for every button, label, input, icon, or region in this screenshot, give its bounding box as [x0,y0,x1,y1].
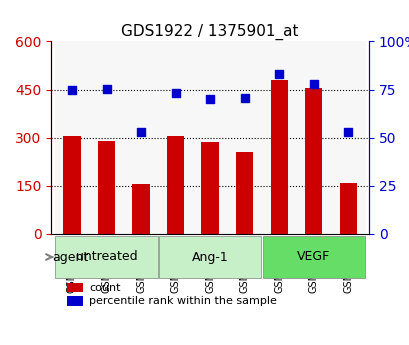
Bar [54,41,89,234]
Bar [67,296,83,306]
Bar [98,141,115,234]
Text: agent: agent [52,250,88,264]
Point [207,96,213,102]
Point [310,81,316,87]
Point [241,96,247,101]
Point [344,129,351,135]
Text: Ang-1: Ang-1 [191,250,228,264]
Point [137,129,144,135]
Bar [158,41,192,234]
Bar [132,184,149,234]
FancyBboxPatch shape [159,236,261,278]
Bar [166,136,184,234]
Bar [270,80,287,234]
Bar [67,283,83,292]
Text: VEGF: VEGF [297,250,330,264]
Title: GDS1922 / 1375901_at: GDS1922 / 1375901_at [121,24,298,40]
Bar [339,183,356,234]
Bar [227,41,261,234]
FancyBboxPatch shape [55,236,157,278]
Text: count: count [89,283,121,293]
Point [275,71,282,77]
Bar [89,41,124,234]
Bar [124,41,158,234]
Text: untreated: untreated [76,250,137,264]
Point [69,87,75,92]
Point [172,91,178,96]
Bar [192,41,227,234]
Bar [63,136,81,234]
Bar [296,41,330,234]
Bar [236,152,253,234]
Bar [330,41,365,234]
Text: percentile rank within the sample: percentile rank within the sample [89,296,276,306]
Bar [201,142,218,234]
Point [103,86,110,91]
Bar [304,88,321,234]
FancyBboxPatch shape [262,236,364,278]
Bar [261,41,296,234]
